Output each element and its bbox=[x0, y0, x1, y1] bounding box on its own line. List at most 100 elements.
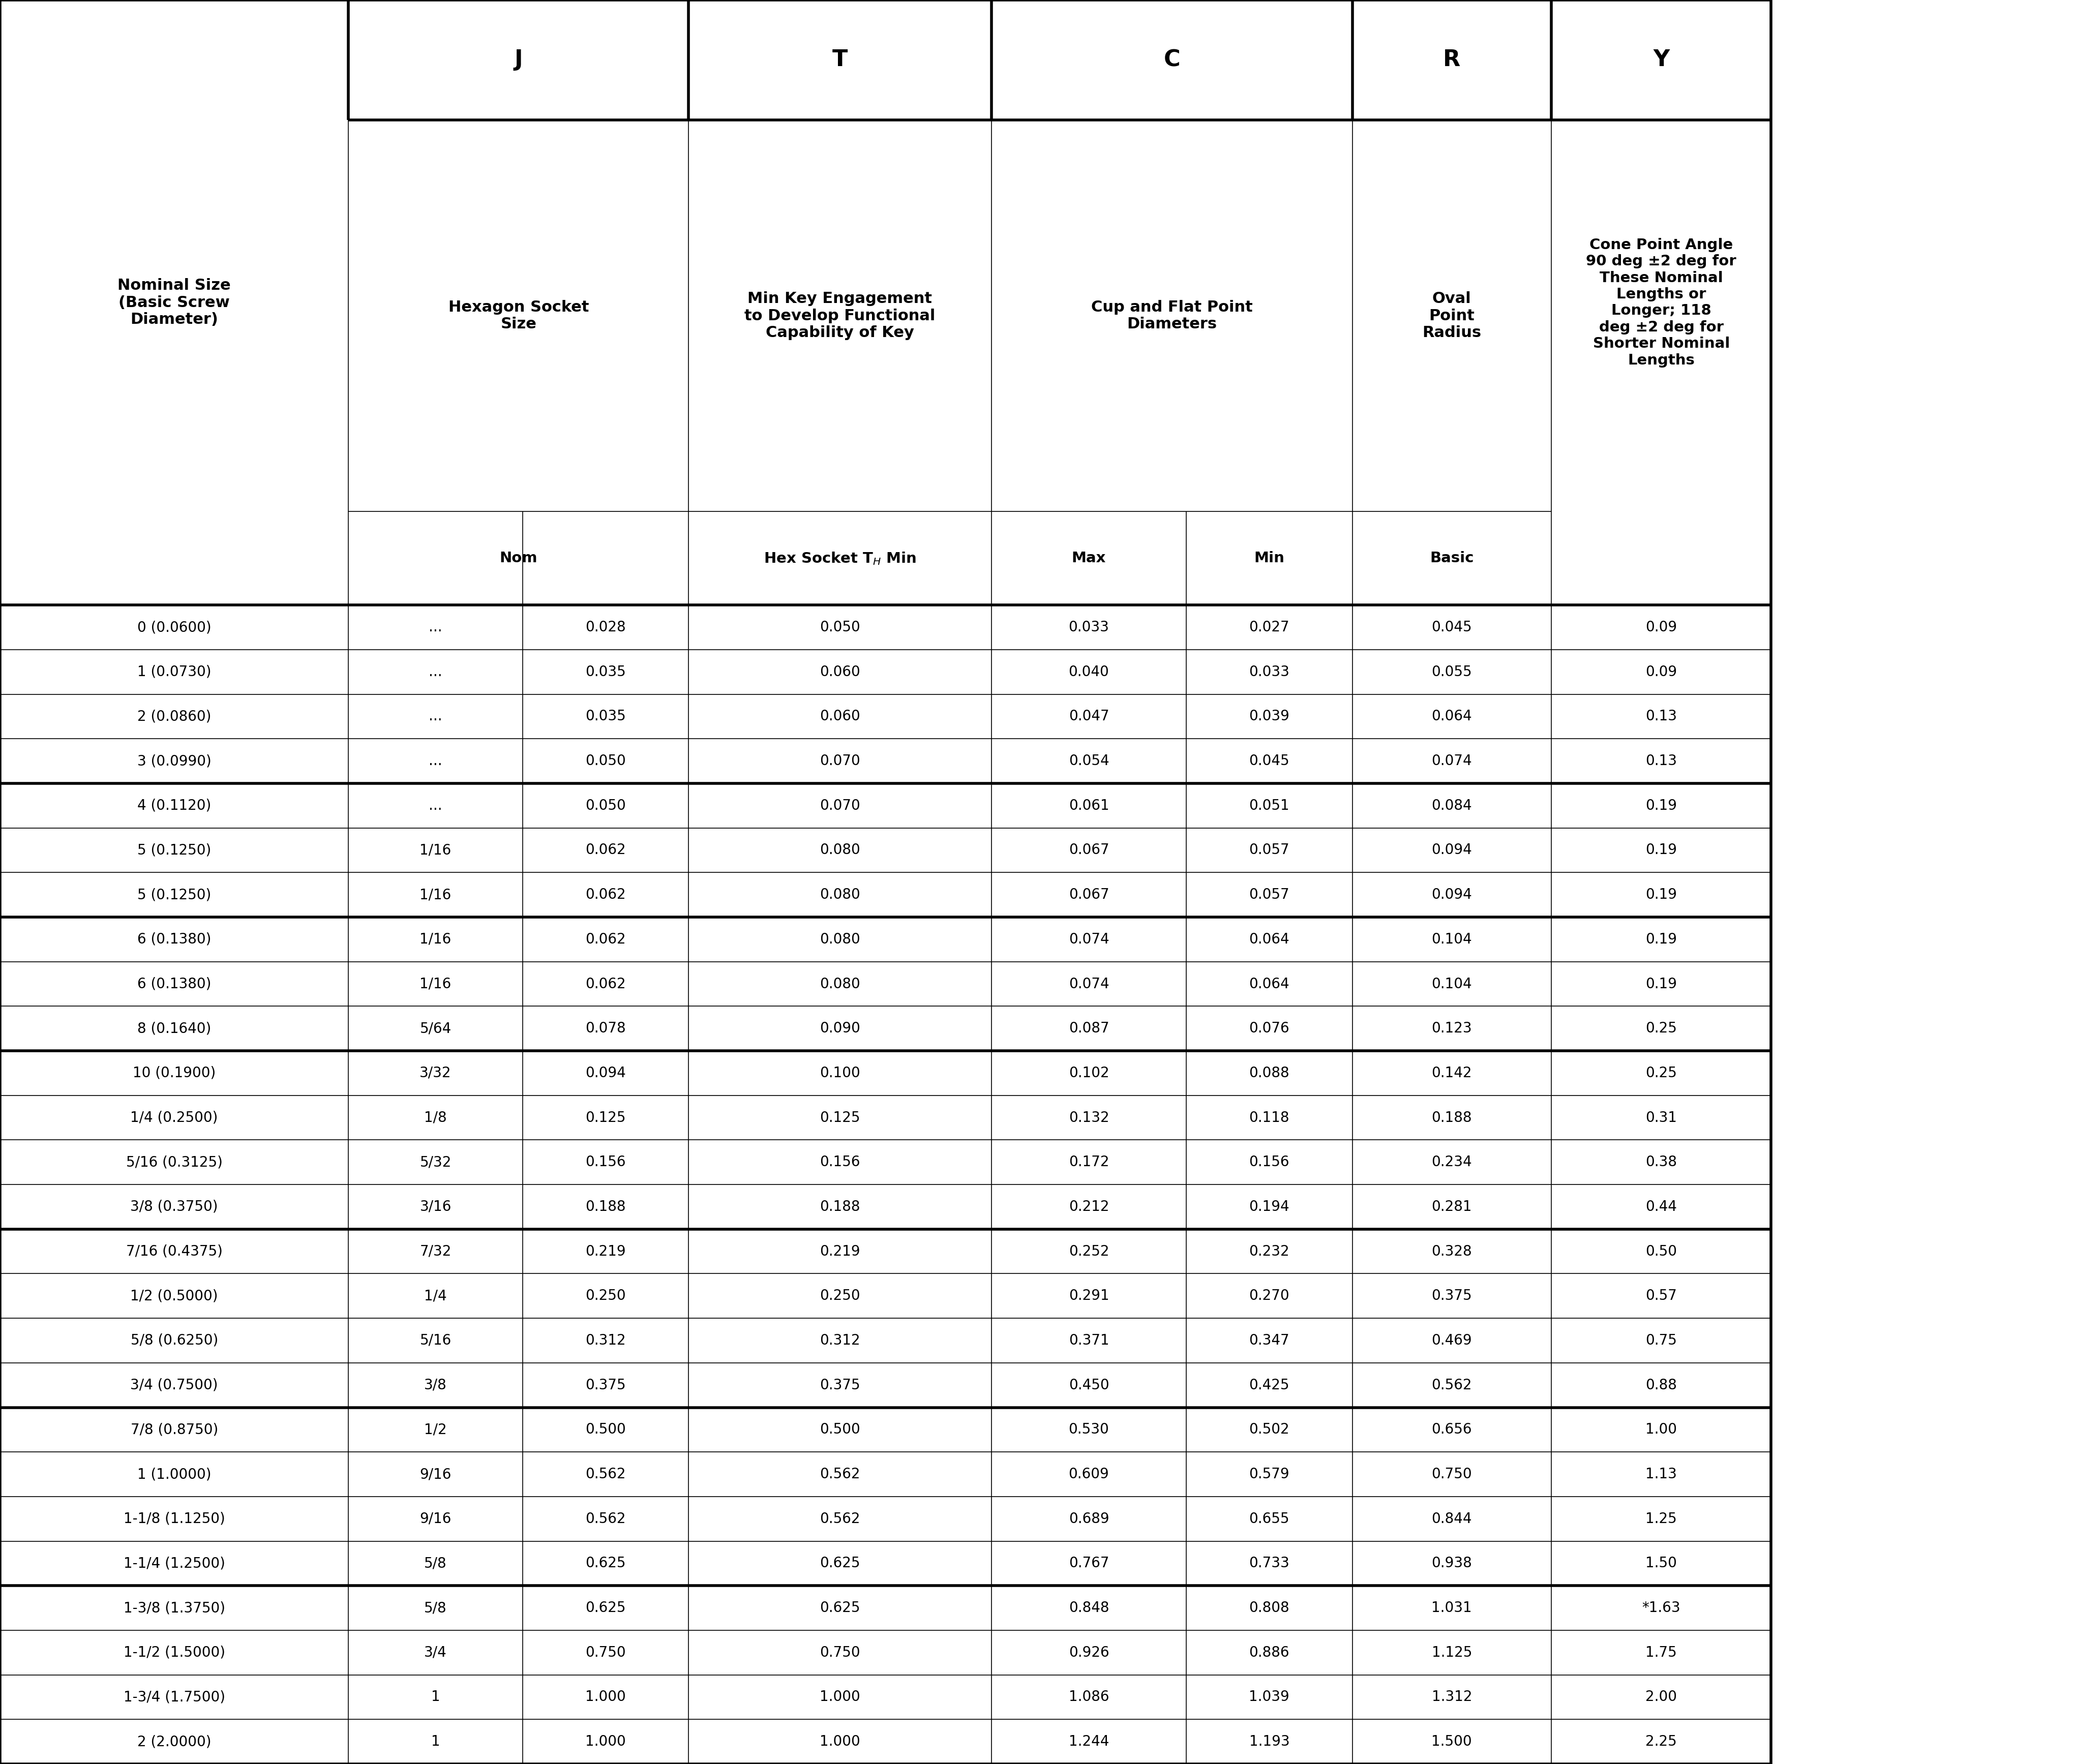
Text: 0.425: 0.425 bbox=[1249, 1378, 1290, 1392]
Text: 0.100: 0.100 bbox=[819, 1065, 861, 1080]
Text: 7/32: 7/32 bbox=[419, 1244, 452, 1258]
Text: 5/8 (0.6250): 5/8 (0.6250) bbox=[131, 1334, 218, 1348]
Text: 0.062: 0.062 bbox=[585, 977, 626, 991]
Text: 0.074: 0.074 bbox=[1068, 931, 1110, 947]
Text: Max: Max bbox=[1072, 550, 1105, 566]
Text: 1/2: 1/2 bbox=[425, 1422, 446, 1438]
Text: 0.045: 0.045 bbox=[1431, 621, 1473, 635]
Text: 0.062: 0.062 bbox=[585, 931, 626, 947]
Text: 0.13: 0.13 bbox=[1645, 709, 1678, 723]
Text: 0.102: 0.102 bbox=[1068, 1065, 1110, 1080]
Text: 3/8 (0.3750): 3/8 (0.3750) bbox=[131, 1200, 218, 1214]
Text: 0.562: 0.562 bbox=[585, 1468, 626, 1482]
Text: 0.530: 0.530 bbox=[1068, 1422, 1110, 1438]
Text: 1-3/4 (1.7500): 1-3/4 (1.7500) bbox=[122, 1690, 226, 1704]
Text: 3/32: 3/32 bbox=[419, 1065, 452, 1080]
Text: 0 (0.0600): 0 (0.0600) bbox=[137, 621, 212, 635]
Text: 0.125: 0.125 bbox=[585, 1111, 626, 1125]
Text: ...: ... bbox=[429, 799, 442, 813]
Text: Nominal Size
(Basic Screw
Diameter): Nominal Size (Basic Screw Diameter) bbox=[118, 279, 230, 326]
Text: 0.19: 0.19 bbox=[1645, 799, 1678, 813]
Text: 0.062: 0.062 bbox=[585, 887, 626, 901]
Text: 5/16 (0.3125): 5/16 (0.3125) bbox=[127, 1155, 222, 1170]
Text: 1.086: 1.086 bbox=[1068, 1690, 1110, 1704]
Text: 0.844: 0.844 bbox=[1431, 1512, 1473, 1526]
Text: 1 (0.0730): 1 (0.0730) bbox=[137, 665, 212, 679]
Text: 0.38: 0.38 bbox=[1645, 1155, 1678, 1170]
Text: 1.75: 1.75 bbox=[1645, 1646, 1678, 1660]
Text: 0.035: 0.035 bbox=[585, 665, 626, 679]
Text: ...: ... bbox=[429, 709, 442, 723]
Text: 1.500: 1.500 bbox=[1431, 1734, 1473, 1748]
Text: 0.050: 0.050 bbox=[585, 799, 626, 813]
Text: 1.000: 1.000 bbox=[585, 1690, 626, 1704]
Text: 0.219: 0.219 bbox=[585, 1244, 626, 1258]
Text: 1/8: 1/8 bbox=[425, 1111, 446, 1125]
Text: 0.50: 0.50 bbox=[1645, 1244, 1678, 1258]
Text: 0.028: 0.028 bbox=[585, 621, 626, 635]
Text: 1/2 (0.5000): 1/2 (0.5000) bbox=[131, 1289, 218, 1304]
Text: 0.625: 0.625 bbox=[819, 1556, 861, 1570]
Text: 0.125: 0.125 bbox=[819, 1111, 861, 1125]
Text: *1.63: *1.63 bbox=[1643, 1602, 1680, 1616]
Text: 8 (0.1640): 8 (0.1640) bbox=[137, 1021, 212, 1035]
Text: 0.064: 0.064 bbox=[1249, 931, 1290, 947]
Text: 0.061: 0.061 bbox=[1068, 799, 1110, 813]
Text: 1.13: 1.13 bbox=[1645, 1468, 1678, 1482]
Text: 0.375: 0.375 bbox=[585, 1378, 626, 1392]
Text: 0.371: 0.371 bbox=[1068, 1334, 1110, 1348]
Text: 6 (0.1380): 6 (0.1380) bbox=[137, 931, 212, 947]
Text: 0.035: 0.035 bbox=[585, 709, 626, 723]
Text: 0.09: 0.09 bbox=[1645, 665, 1678, 679]
Text: 1: 1 bbox=[431, 1690, 440, 1704]
Text: 0.19: 0.19 bbox=[1645, 931, 1678, 947]
Text: 3/8: 3/8 bbox=[425, 1378, 446, 1392]
Text: 9/16: 9/16 bbox=[419, 1512, 452, 1526]
Text: 0.104: 0.104 bbox=[1431, 931, 1473, 947]
Text: Hexagon Socket
Size: Hexagon Socket Size bbox=[448, 300, 589, 332]
Text: 0.057: 0.057 bbox=[1249, 843, 1290, 857]
Text: 1-1/8 (1.1250): 1-1/8 (1.1250) bbox=[124, 1512, 224, 1526]
Text: 5 (0.1250): 5 (0.1250) bbox=[137, 887, 212, 901]
Text: 0.09: 0.09 bbox=[1645, 621, 1678, 635]
Text: 0.132: 0.132 bbox=[1068, 1111, 1110, 1125]
Text: 0.084: 0.084 bbox=[1431, 799, 1473, 813]
Text: 0.039: 0.039 bbox=[1249, 709, 1290, 723]
Text: 0.88: 0.88 bbox=[1645, 1378, 1678, 1392]
Text: 5 (0.1250): 5 (0.1250) bbox=[137, 843, 212, 857]
Text: 0.625: 0.625 bbox=[585, 1556, 626, 1570]
Text: 0.767: 0.767 bbox=[1068, 1556, 1110, 1570]
Text: ...: ... bbox=[429, 753, 442, 767]
Text: 0.938: 0.938 bbox=[1431, 1556, 1473, 1570]
Text: 0.142: 0.142 bbox=[1431, 1065, 1473, 1080]
Text: 0.19: 0.19 bbox=[1645, 887, 1678, 901]
Text: 0.848: 0.848 bbox=[1068, 1602, 1110, 1616]
Text: 2 (0.0860): 2 (0.0860) bbox=[137, 709, 212, 723]
Text: 5/16: 5/16 bbox=[419, 1334, 452, 1348]
Text: 0.281: 0.281 bbox=[1431, 1200, 1473, 1214]
Text: 0.087: 0.087 bbox=[1068, 1021, 1110, 1035]
Text: 0.733: 0.733 bbox=[1249, 1556, 1290, 1570]
Text: 0.094: 0.094 bbox=[1431, 843, 1473, 857]
Text: 4 (0.1120): 4 (0.1120) bbox=[137, 799, 212, 813]
Text: 1.25: 1.25 bbox=[1645, 1512, 1678, 1526]
Text: 0.886: 0.886 bbox=[1249, 1646, 1290, 1660]
Text: 6 (0.1380): 6 (0.1380) bbox=[137, 977, 212, 991]
Text: 0.040: 0.040 bbox=[1068, 665, 1110, 679]
Text: 0.19: 0.19 bbox=[1645, 977, 1678, 991]
Text: 9/16: 9/16 bbox=[419, 1468, 452, 1482]
Text: 0.328: 0.328 bbox=[1431, 1244, 1473, 1258]
Text: 0.656: 0.656 bbox=[1431, 1422, 1473, 1438]
Text: Hex Socket T$_H$ Min: Hex Socket T$_H$ Min bbox=[763, 550, 917, 566]
Text: 3/4: 3/4 bbox=[425, 1646, 446, 1660]
Text: 2.00: 2.00 bbox=[1645, 1690, 1678, 1704]
Text: 1.000: 1.000 bbox=[585, 1734, 626, 1748]
Text: 0.080: 0.080 bbox=[819, 887, 861, 901]
Text: 0.054: 0.054 bbox=[1068, 753, 1110, 767]
Text: 0.090: 0.090 bbox=[819, 1021, 861, 1035]
Text: 0.562: 0.562 bbox=[819, 1512, 861, 1526]
Text: 1.50: 1.50 bbox=[1645, 1556, 1678, 1570]
Text: 0.064: 0.064 bbox=[1249, 977, 1290, 991]
Text: 0.027: 0.027 bbox=[1249, 621, 1290, 635]
Text: 0.562: 0.562 bbox=[1431, 1378, 1473, 1392]
